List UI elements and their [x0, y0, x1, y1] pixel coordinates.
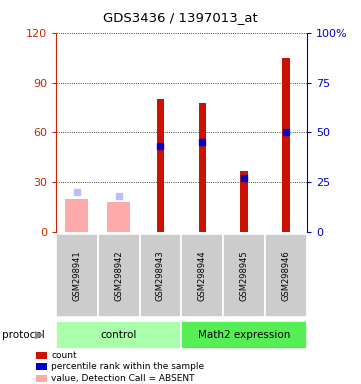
Bar [65, 199, 88, 232]
Text: GSM298941: GSM298941 [72, 250, 81, 301]
Text: control: control [100, 330, 137, 340]
Bar [107, 202, 130, 232]
Text: GSM298943: GSM298943 [156, 250, 165, 301]
Text: percentile rank within the sample: percentile rank within the sample [51, 362, 204, 371]
Text: value, Detection Call = ABSENT: value, Detection Call = ABSENT [51, 374, 195, 383]
Text: GSM298945: GSM298945 [240, 250, 249, 301]
Text: protocol: protocol [2, 330, 44, 340]
Text: ▶: ▶ [35, 330, 43, 340]
Bar [199, 103, 206, 232]
Text: GSM298946: GSM298946 [282, 250, 291, 301]
Text: count: count [51, 351, 77, 360]
Text: Math2 expression: Math2 expression [198, 330, 290, 340]
Bar [282, 58, 290, 232]
Text: GSM298942: GSM298942 [114, 250, 123, 301]
Bar [240, 171, 248, 232]
Bar [157, 99, 164, 232]
Text: GSM298944: GSM298944 [198, 250, 207, 301]
Text: GDS3436 / 1397013_at: GDS3436 / 1397013_at [103, 11, 258, 24]
